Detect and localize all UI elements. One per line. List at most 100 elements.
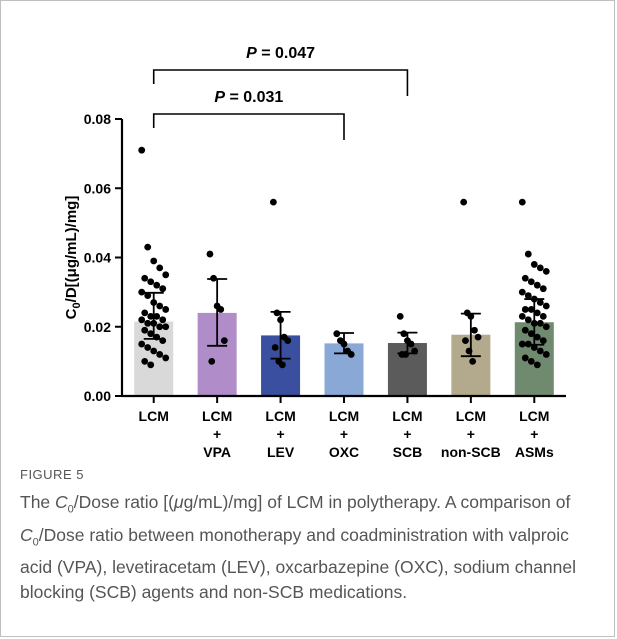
data-point — [518, 340, 526, 348]
data-point — [144, 344, 152, 351]
data-point — [141, 274, 149, 282]
data-point — [469, 357, 477, 365]
data-point — [141, 309, 149, 317]
x-tick-label: LCM — [139, 408, 169, 424]
significance-bracket — [152, 113, 345, 140]
data-point — [518, 312, 526, 320]
x-tick-label: + — [340, 426, 348, 442]
data-point — [539, 337, 547, 344]
data-point — [521, 306, 529, 313]
data-point — [206, 250, 214, 258]
x-tick-label: ASMs — [515, 444, 554, 460]
data-point — [162, 271, 170, 279]
data-point — [147, 312, 155, 320]
data-point — [159, 316, 167, 324]
bar-chart: 0.00 0.02 0.04 0.06 0.08 LCM LCM + VPA LCM + LEV LCM… — [63, 45, 566, 460]
data-point — [162, 323, 170, 331]
data-point — [156, 351, 164, 358]
data-point — [542, 302, 550, 310]
data-point — [530, 344, 538, 351]
x-tick-label: LCM — [392, 408, 422, 424]
x-tick-label: LEV — [267, 444, 295, 460]
x-tick-label: OXC — [329, 444, 359, 460]
data-point — [220, 337, 228, 344]
data-point — [527, 306, 535, 313]
data-point — [208, 357, 216, 365]
data-point — [159, 285, 167, 293]
data-point — [521, 354, 529, 362]
x-tick-label: SCB — [393, 444, 423, 460]
data-point — [471, 326, 478, 334]
data-point — [278, 361, 286, 369]
x-tick-label: LCM — [329, 408, 359, 424]
data-point — [138, 316, 146, 324]
data-point — [518, 288, 526, 296]
data-point — [396, 312, 404, 320]
data-point — [518, 198, 526, 206]
y-tick-label: 0.06 — [84, 180, 111, 196]
data-point — [150, 347, 158, 355]
data-point — [147, 330, 155, 338]
data-point — [521, 274, 529, 282]
data-point — [153, 312, 161, 320]
y-axis-label: C0/D[(μg/mL)/mg] — [63, 196, 83, 320]
x-tick-label: VPA — [203, 444, 231, 460]
data-point — [462, 337, 469, 344]
x-tick-label: LCM — [202, 408, 232, 424]
data-point — [521, 326, 529, 334]
data-point — [536, 319, 544, 327]
figure-label: FIGURE 5 — [20, 467, 84, 482]
data-point — [162, 354, 170, 362]
y-tick-label: 0.08 — [84, 111, 111, 127]
data-point — [156, 323, 164, 331]
data-point — [533, 333, 541, 341]
data-point — [527, 330, 535, 338]
data-point — [536, 299, 544, 306]
data-point — [536, 347, 544, 355]
p-value-label: P = 0.047 — [246, 45, 315, 62]
data-point — [144, 292, 152, 299]
data-point — [533, 361, 541, 369]
x-tick-label: + — [276, 426, 284, 442]
data-point — [156, 264, 164, 272]
data-point — [539, 285, 547, 293]
data-point — [530, 261, 538, 268]
data-point — [144, 243, 152, 251]
figure-caption: The C0/Dose ratio [(μg/mL)/mg] of LCM in… — [20, 492, 577, 602]
data-point — [474, 333, 482, 341]
data-point — [542, 267, 550, 275]
x-tick-label: + — [467, 426, 475, 442]
data-point — [539, 312, 547, 320]
x-tick-label: LCM — [265, 408, 295, 424]
data-point — [533, 309, 541, 317]
x-tick-label: LCM — [456, 408, 486, 424]
data-point — [141, 357, 149, 365]
data-point — [153, 281, 161, 289]
x-tick-label: + — [213, 426, 221, 442]
data-point — [217, 306, 225, 313]
data-point — [162, 306, 170, 313]
x-tick-label: non-SCB — [441, 444, 501, 460]
data-point — [407, 340, 415, 348]
data-point — [147, 278, 155, 286]
y-tick-label: 0.02 — [84, 319, 111, 335]
data-point — [141, 326, 149, 334]
data-point — [147, 361, 155, 369]
data-point — [284, 337, 292, 344]
y-tick-label: 0.00 — [84, 388, 111, 404]
data-point — [536, 264, 544, 272]
y-tick-label: 0.04 — [84, 250, 111, 266]
x-tick-label: + — [403, 426, 411, 442]
data-point — [542, 351, 550, 358]
data-point — [273, 309, 281, 317]
data-point — [400, 330, 408, 338]
data-point — [542, 323, 550, 331]
data-point — [527, 278, 535, 286]
data-point — [271, 344, 279, 351]
data-point — [524, 292, 532, 299]
data-point — [138, 340, 146, 348]
data-point — [138, 288, 146, 296]
x-tick-label: LCM — [519, 408, 549, 424]
data-point — [269, 198, 277, 206]
